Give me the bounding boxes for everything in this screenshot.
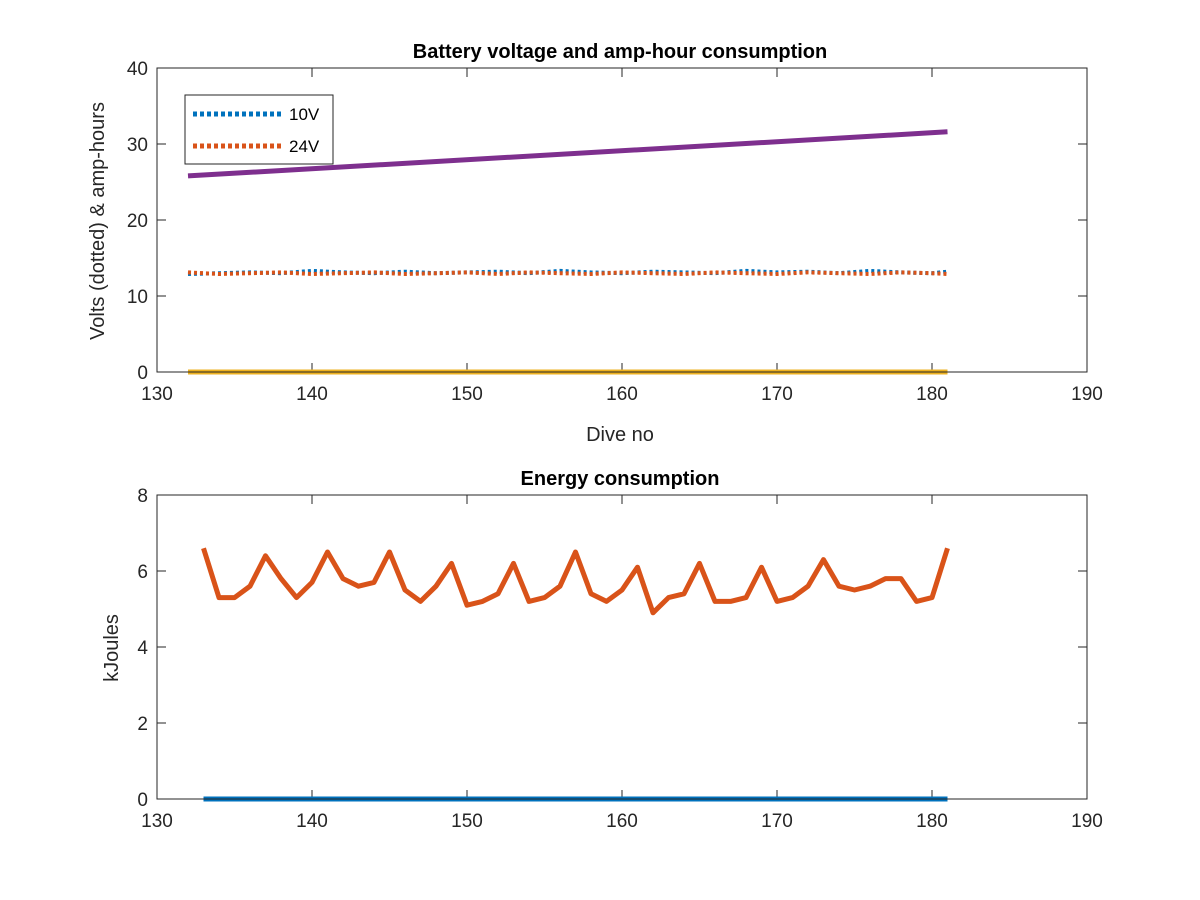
energy-ytick-label-2: 4 [137,638,148,659]
legend-box [184,94,334,165]
battery-xtick-label-1: 140 [296,384,328,405]
energy-xtick-label-0: 130 [141,811,173,832]
energy-xtick-label-5: 180 [916,811,948,832]
energy-chart-ticks: 130 140 150 160 170 180 190 0 2 4 6 8 [137,486,1102,832]
battery-chart-xlabel: Dive no [586,424,654,446]
energy-series-0-line [201,547,950,616]
battery-series-2-line [187,129,948,179]
energy-xtick-label-6: 190 [1071,811,1103,832]
battery-chart-legend: 10V 24V [184,94,334,165]
energy-chart-ylabel: kJoules [101,614,123,682]
battery-chart-ylabel: Volts (dotted) & amp-hours [87,102,109,340]
energy-ytick-label-1: 2 [137,714,148,735]
battery-xtick-label-6: 190 [1071,384,1103,405]
battery-chart-title: Battery voltage and amp-hour consumption [413,41,827,63]
battery-ytick-label-3: 30 [127,135,148,156]
battery-xtick-label-4: 170 [761,384,793,405]
energy-chart: Energy consumption kJoules 130 140 150 160 1… [101,468,1103,832]
energy-ytick-label-3: 6 [137,562,148,583]
battery-ytick-label-0: 0 [137,363,148,384]
energy-chart-title: Energy consumption [521,468,720,490]
battery-xtick-label-3: 160 [606,384,638,405]
battery-xtick-label-5: 180 [916,384,948,405]
battery-ytick-label-2: 20 [127,211,148,232]
battery-chart-ticks: 130 140 150 160 170 180 190 0 10 20 30 40 [127,59,1103,405]
battery-ytick-label-4: 40 [127,59,148,80]
energy-xtick-label-1: 140 [296,811,328,832]
battery-chart: Battery voltage and amp-hour consumption… [87,41,1103,446]
battery-ytick-label-1: 10 [127,287,148,308]
energy-xtick-label-3: 160 [606,811,638,832]
legend-label-24v: 24V [289,137,320,156]
legend-label-10v: 10V [289,105,320,124]
energy-xtick-label-2: 150 [451,811,483,832]
battery-xtick-label-2: 150 [451,384,483,405]
battery-xtick-label-0: 130 [141,384,173,405]
energy-chart-axes [156,494,1088,800]
energy-ytick-label-0: 0 [137,790,148,811]
energy-ytick-label-4: 8 [137,486,148,507]
energy-xtick-label-4: 170 [761,811,793,832]
battery-chart-axes [156,67,1088,373]
